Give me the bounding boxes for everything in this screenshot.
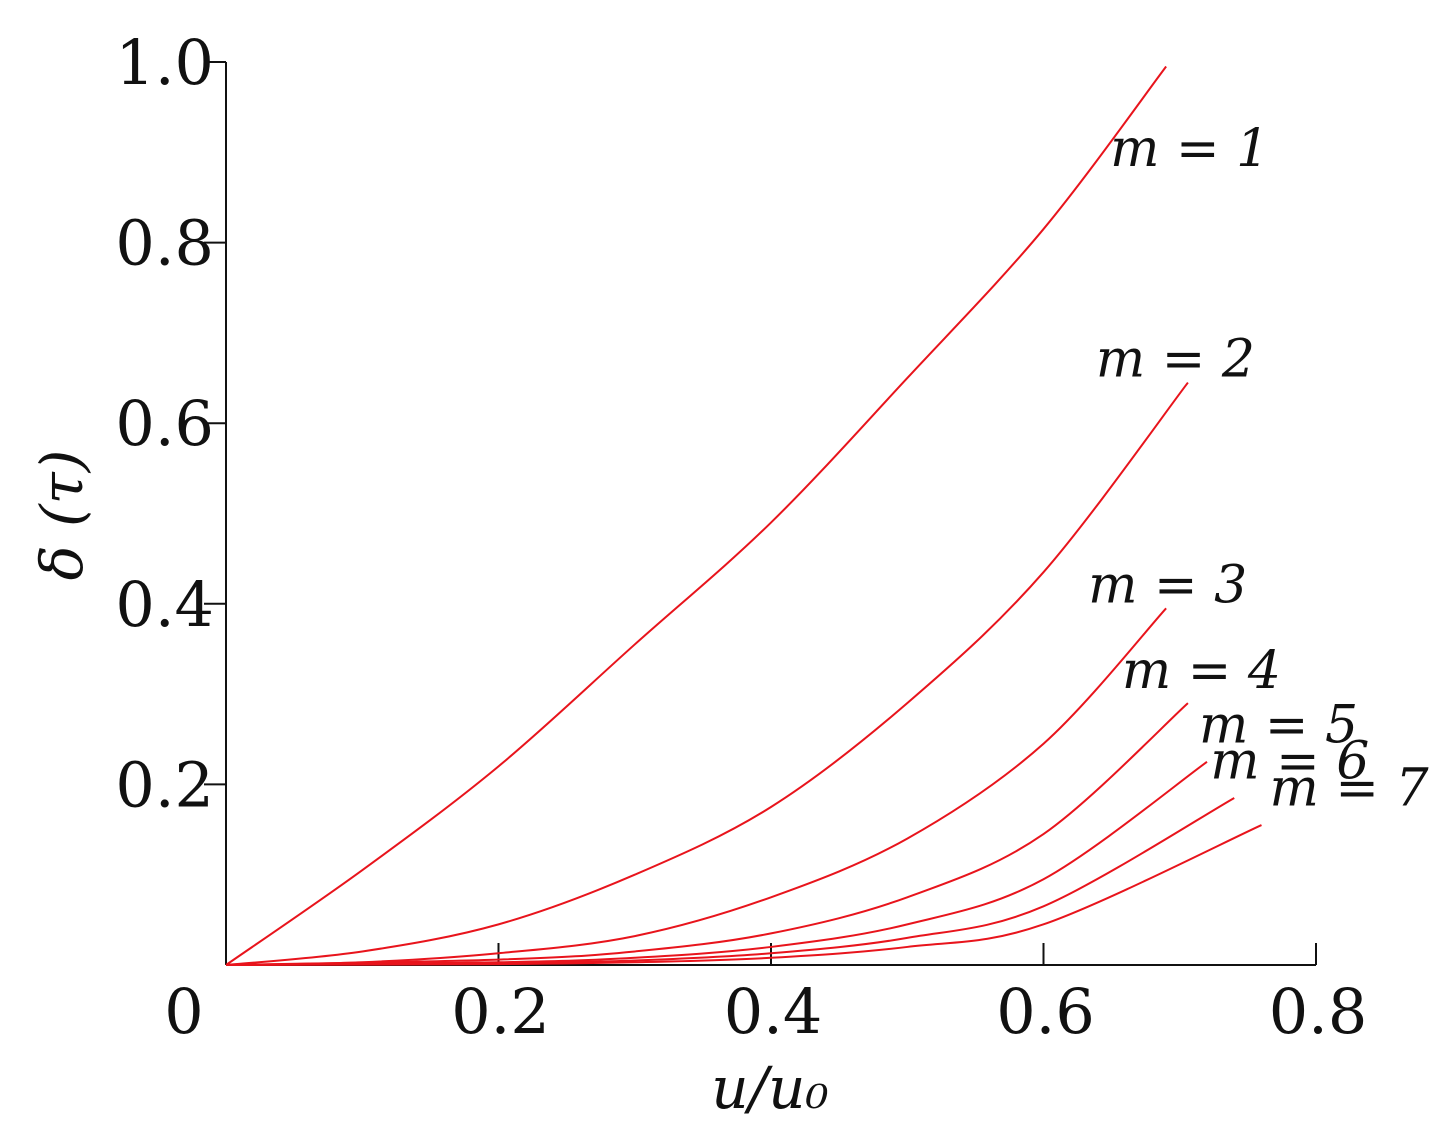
x-tick-label: 0.4	[724, 975, 823, 1048]
series-line-m2	[225, 381, 1189, 966]
y-tick-label: 0.2	[115, 748, 214, 821]
series-label-m1: m = 1	[1110, 119, 1269, 179]
series-line-m4	[225, 702, 1189, 966]
y-tick-label: 0.4	[115, 568, 214, 641]
series-label-m6: m = 6	[1210, 731, 1369, 791]
series-label-m2: m = 2	[1096, 330, 1255, 390]
series-label-m5: m = 5	[1199, 695, 1358, 755]
axes	[225, 62, 1316, 966]
x-tick-label: 0.2	[451, 975, 550, 1048]
x-tick-label: 0	[164, 975, 203, 1048]
x-tick-label: 0.6	[996, 975, 1095, 1048]
series-line-m3	[225, 607, 1167, 966]
series-labels: m = 1 m = 2 m = 3 m = 4m = 5m = 6m = 7	[1088, 119, 1429, 819]
y-ticks: 0.2 0.4 0.6 0.8 1.0	[115, 26, 226, 821]
y-tick-label: 0.6	[115, 387, 214, 460]
y-axis-label: δ (τ)	[28, 450, 96, 581]
series-group	[225, 65, 1262, 966]
series-label-m7: m = 7	[1270, 759, 1430, 819]
series-line-m7	[225, 824, 1262, 966]
x-tick-label: 0.8	[1269, 975, 1368, 1048]
x-ticks: 0 0.2 0.4 0.6 0.8	[164, 943, 1367, 1048]
x-axis-label: u/u₀	[711, 1054, 829, 1122]
series-label-m4: m = 4	[1122, 641, 1281, 701]
series-line-m1	[225, 65, 1167, 966]
y-tick-label: 0.8	[115, 207, 214, 280]
y-tick-label: 1.0	[115, 26, 214, 99]
series-label-m3: m = 3	[1088, 555, 1247, 615]
